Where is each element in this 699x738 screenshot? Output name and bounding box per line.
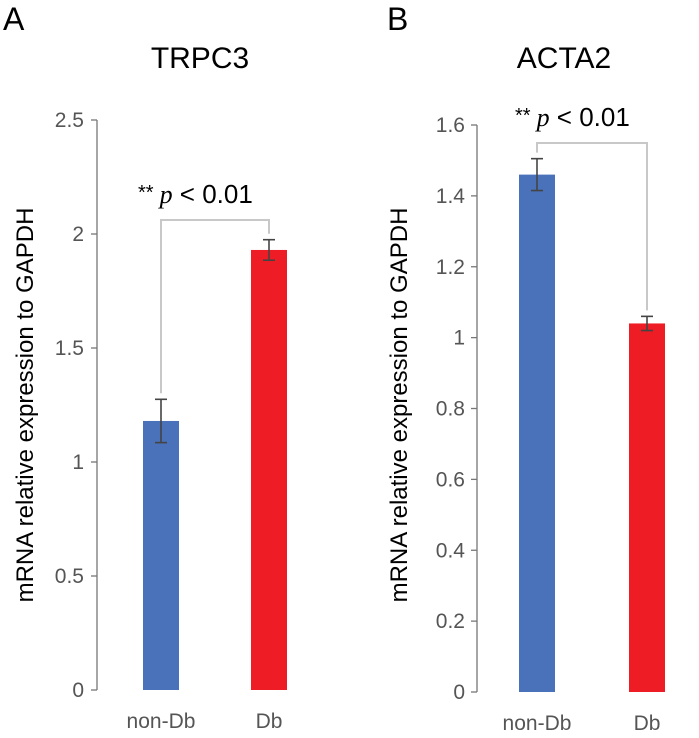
y-tick-label: 0.6 <box>436 468 465 491</box>
p-symbol: p <box>158 180 173 209</box>
chart-title: ACTA2 <box>517 42 611 75</box>
x-tick-label: non-Db <box>127 710 196 733</box>
bar-db <box>629 323 665 692</box>
significance-label: ** p < 0.01 <box>515 102 630 132</box>
y-tick-label: 1 <box>72 451 84 474</box>
x-tick-label: Db <box>634 712 661 735</box>
bar-db <box>251 249 287 690</box>
p-value-text: < 0.01 <box>173 179 253 209</box>
y-tick-label: 0.2 <box>436 610 465 633</box>
bar-non-db <box>519 174 555 693</box>
panel-letter: A <box>3 1 25 37</box>
y-axis-label: mRNA relative expression to GAPDH <box>386 208 413 603</box>
y-tick-label: 0.5 <box>55 565 84 588</box>
panel-letter: B <box>387 1 408 37</box>
y-tick-label: 1.2 <box>436 256 465 279</box>
y-tick-label: 0 <box>72 679 84 702</box>
y-tick-label: 1.6 <box>436 114 465 137</box>
y-tick-label: 0.8 <box>436 398 465 421</box>
y-tick-label: 2 <box>72 223 84 246</box>
chart-panel-a: A TRPC3 mRNA relative expression to GAPDH 0… <box>3 1 287 733</box>
significance-bracket <box>536 142 648 311</box>
p-symbol: p <box>535 103 550 132</box>
y-tick-label: 0.4 <box>436 539 466 562</box>
significance-bracket <box>160 219 270 394</box>
y-tick-label: 1.5 <box>55 337 84 360</box>
y-tick-label: 0 <box>453 681 465 704</box>
x-tick-label: Db <box>256 710 283 733</box>
significance-label: ** p < 0.01 <box>138 179 253 209</box>
y-tick-label: 1 <box>453 327 465 350</box>
y-tick-label: 1.4 <box>436 185 466 208</box>
y-tick-label: 2.5 <box>55 109 84 132</box>
chart-panel-b: B ACTA2 mRNA relative expression to GAPDH 0… <box>386 1 665 735</box>
bar-non-db <box>143 420 179 690</box>
significance-stars: ** <box>138 182 154 204</box>
p-value-text: < 0.01 <box>550 102 630 132</box>
y-axis-label: mRNA relative expression to GAPDH <box>12 208 39 603</box>
chart-title: TRPC3 <box>151 42 249 75</box>
significance-stars: ** <box>515 105 531 127</box>
x-tick-label: non-Db <box>503 712 572 735</box>
